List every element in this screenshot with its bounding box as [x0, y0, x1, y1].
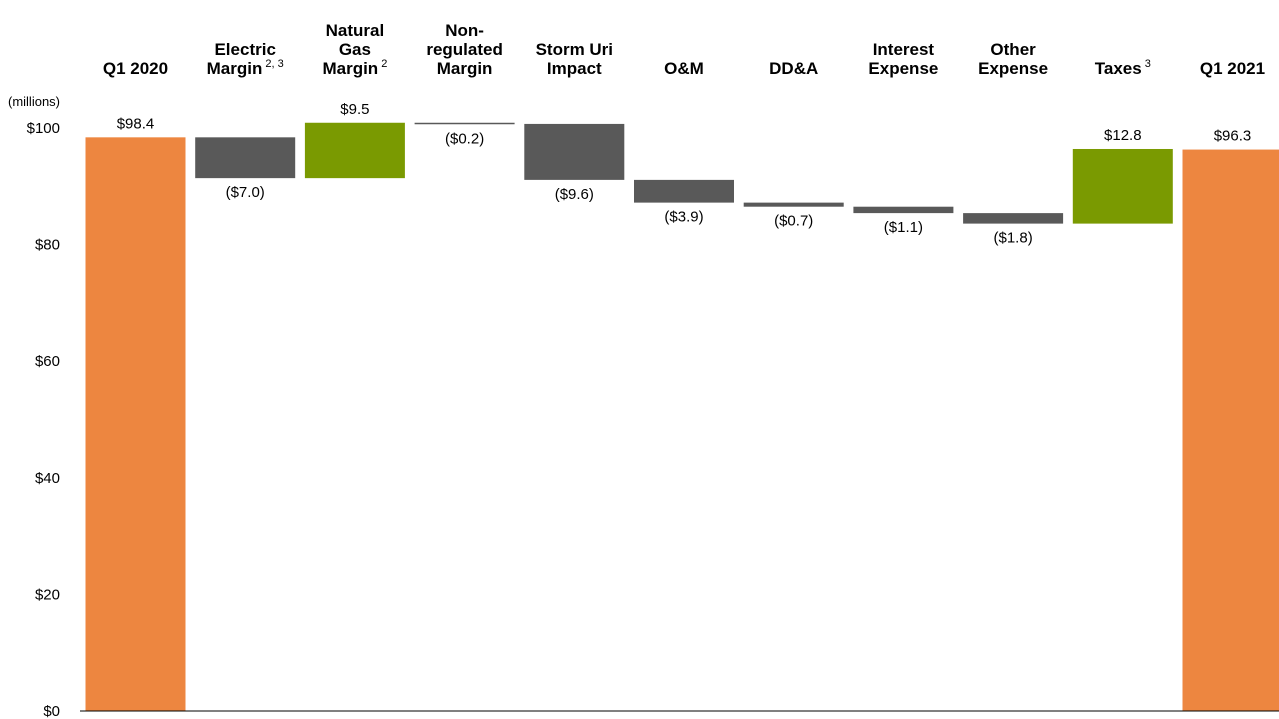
value-label: ($3.9) [664, 209, 703, 226]
value-label: $12.8 [1104, 127, 1142, 144]
y-tick-label: $60 [35, 353, 60, 370]
category-label: O&M [664, 59, 704, 78]
category-label: Expense [978, 59, 1048, 78]
bar-3 [414, 122, 515, 125]
y-tick-label: $100 [27, 120, 60, 137]
category-label: Natural [326, 21, 385, 40]
bar-4 [524, 123, 625, 180]
value-label: $98.4 [117, 115, 155, 132]
value-label: $9.5 [340, 101, 369, 118]
bar-8 [963, 213, 1064, 224]
category-label: Impact [547, 59, 602, 78]
category-label: Taxes 3 [1095, 58, 1151, 78]
bar-7 [853, 206, 954, 214]
category-label: Q1 2021 [1200, 59, 1265, 78]
value-label: ($1.8) [994, 230, 1033, 247]
category-label: Q1 2020 [103, 59, 168, 78]
bar-10 [1182, 149, 1279, 712]
category-label: Other [990, 40, 1036, 59]
footnote-marker: 2, 3 [265, 58, 283, 70]
value-label: ($0.7) [774, 213, 813, 230]
y-tick-label: $0 [43, 703, 60, 719]
category-label: Expense [868, 59, 938, 78]
value-label: ($0.2) [445, 130, 484, 147]
bar-9 [1072, 148, 1173, 224]
category-label: DD&A [769, 59, 818, 78]
bars [85, 122, 1279, 712]
category-label: Margin 2, 3 [207, 58, 284, 78]
footnote-marker: 2 [381, 58, 387, 70]
value-label: ($9.6) [555, 186, 594, 203]
value-label: ($1.1) [884, 219, 923, 236]
category-label: Storm Uri [536, 40, 613, 59]
y-tick-label: $80 [35, 237, 60, 254]
bar-0 [85, 137, 186, 711]
unit-label: (millions) [8, 94, 60, 109]
bar-1 [195, 137, 296, 179]
bar-5 [634, 179, 734, 203]
bar-6 [743, 202, 844, 207]
value-label: $96.3 [1214, 128, 1252, 145]
y-tick-label: $20 [35, 586, 60, 603]
value-labels: $98.4 ($7.0) $9.5 ($0.2) ($9.6) ($3.9) ($0.7) (… [117, 101, 1252, 247]
y-tick-label: $40 [35, 470, 60, 487]
category-label: Gas [339, 40, 371, 59]
category-label: Electric [214, 40, 275, 59]
category-label: Margin 2 [322, 58, 387, 78]
footnote-marker: 3 [1145, 58, 1151, 70]
category-label: regulated [426, 40, 503, 59]
category-label: Interest [873, 40, 935, 59]
category-label: Margin [437, 59, 493, 78]
value-label: ($7.0) [226, 184, 265, 201]
y-axis-ticks: $0 $20 $40 $60 $80 $100 [27, 120, 60, 719]
category-label: Non- [445, 21, 484, 40]
bar-2 [304, 122, 405, 179]
